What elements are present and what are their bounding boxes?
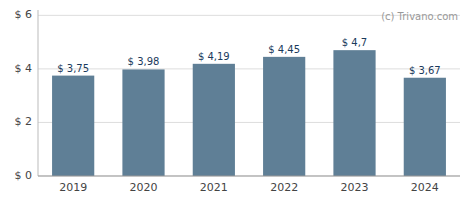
x-tick-label: 2019 [59, 181, 87, 194]
x-tick-label: 2024 [411, 181, 439, 194]
chart-svg: $ 0 $ 2 $ 4 $ 6 2019 2020 2021 2022 2023 2024 $ 3,… [0, 0, 470, 200]
y-tick-label: $ 6 [15, 8, 33, 21]
data-label: $ 3,75 [57, 63, 89, 74]
bar [193, 64, 235, 176]
watermark: (c) Trivano.com [381, 11, 458, 22]
x-tick-label: 2021 [200, 181, 228, 194]
bar [263, 57, 305, 176]
data-label: $ 3,98 [128, 56, 160, 67]
bar [333, 50, 375, 176]
bar [52, 76, 94, 176]
y-tick-label: $ 2 [15, 115, 33, 128]
data-label: $ 4,7 [342, 37, 367, 48]
bar [122, 69, 164, 176]
grid-line [38, 122, 460, 123]
x-axis-line [38, 176, 460, 177]
y-axis-line [38, 10, 39, 176]
y-tick-label: $ 0 [15, 169, 33, 182]
x-tick-label: 2022 [270, 181, 298, 194]
data-label: $ 4,19 [198, 51, 230, 62]
x-tick-label: 2023 [341, 181, 369, 194]
chart-container: $ 0 $ 2 $ 4 $ 6 2019 2020 2021 2022 2023 2024 $ 3,… [0, 0, 470, 200]
y-tick-label: $ 4 [15, 62, 33, 75]
grid-line [38, 68, 460, 69]
bar [404, 78, 446, 176]
bars [52, 50, 446, 176]
data-label: $ 4,45 [268, 44, 300, 55]
grid-line [38, 176, 460, 177]
x-tick-label: 2020 [130, 181, 158, 194]
data-label: $ 3,67 [409, 65, 441, 76]
grid [38, 15, 460, 176]
